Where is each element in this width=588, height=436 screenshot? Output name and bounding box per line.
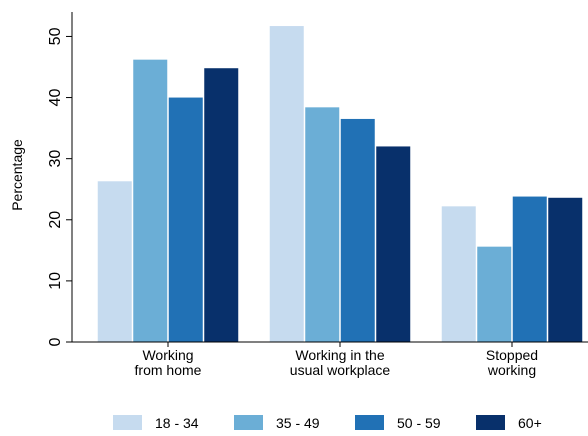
category-label: Working in the [295, 347, 384, 363]
bar [548, 197, 583, 342]
bar [204, 68, 239, 342]
legend-label: 35 - 49 [276, 415, 320, 431]
bar [97, 181, 132, 342]
legend-swatch [355, 415, 384, 430]
bar [340, 118, 375, 342]
legend-label: 50 - 59 [397, 415, 441, 431]
y-tick-label: 50 [47, 27, 64, 45]
y-tick-label: 20 [47, 211, 64, 229]
y-tick-label: 0 [47, 337, 64, 346]
bar [376, 146, 411, 342]
y-tick-label: 10 [47, 272, 64, 290]
legend-label: 60+ [518, 415, 542, 431]
bars-group [97, 26, 583, 343]
y-tick-label: 40 [47, 89, 64, 107]
bar [477, 246, 512, 342]
legend-label: 18 - 34 [155, 415, 199, 431]
bar [133, 59, 168, 343]
bar [441, 206, 476, 342]
legend-swatch [113, 415, 142, 430]
legend-swatch [234, 415, 263, 430]
y-ticks-group: 0 10 20 30 40 50 [47, 27, 72, 346]
y-tick-label: 30 [47, 150, 64, 168]
bar [168, 97, 203, 342]
category-label: from home [135, 362, 202, 378]
category-label: Working [142, 347, 193, 363]
category-label: Stopped [486, 347, 538, 363]
bar [269, 26, 304, 343]
bar [305, 107, 340, 342]
category-label: working [487, 362, 536, 378]
legend-swatch [476, 415, 505, 430]
y-axis-label: Percentage [9, 139, 25, 211]
category-label: usual workplace [290, 362, 391, 378]
bar [512, 196, 547, 342]
legend: 18 - 34 35 - 49 50 - 59 60+ [113, 415, 542, 431]
